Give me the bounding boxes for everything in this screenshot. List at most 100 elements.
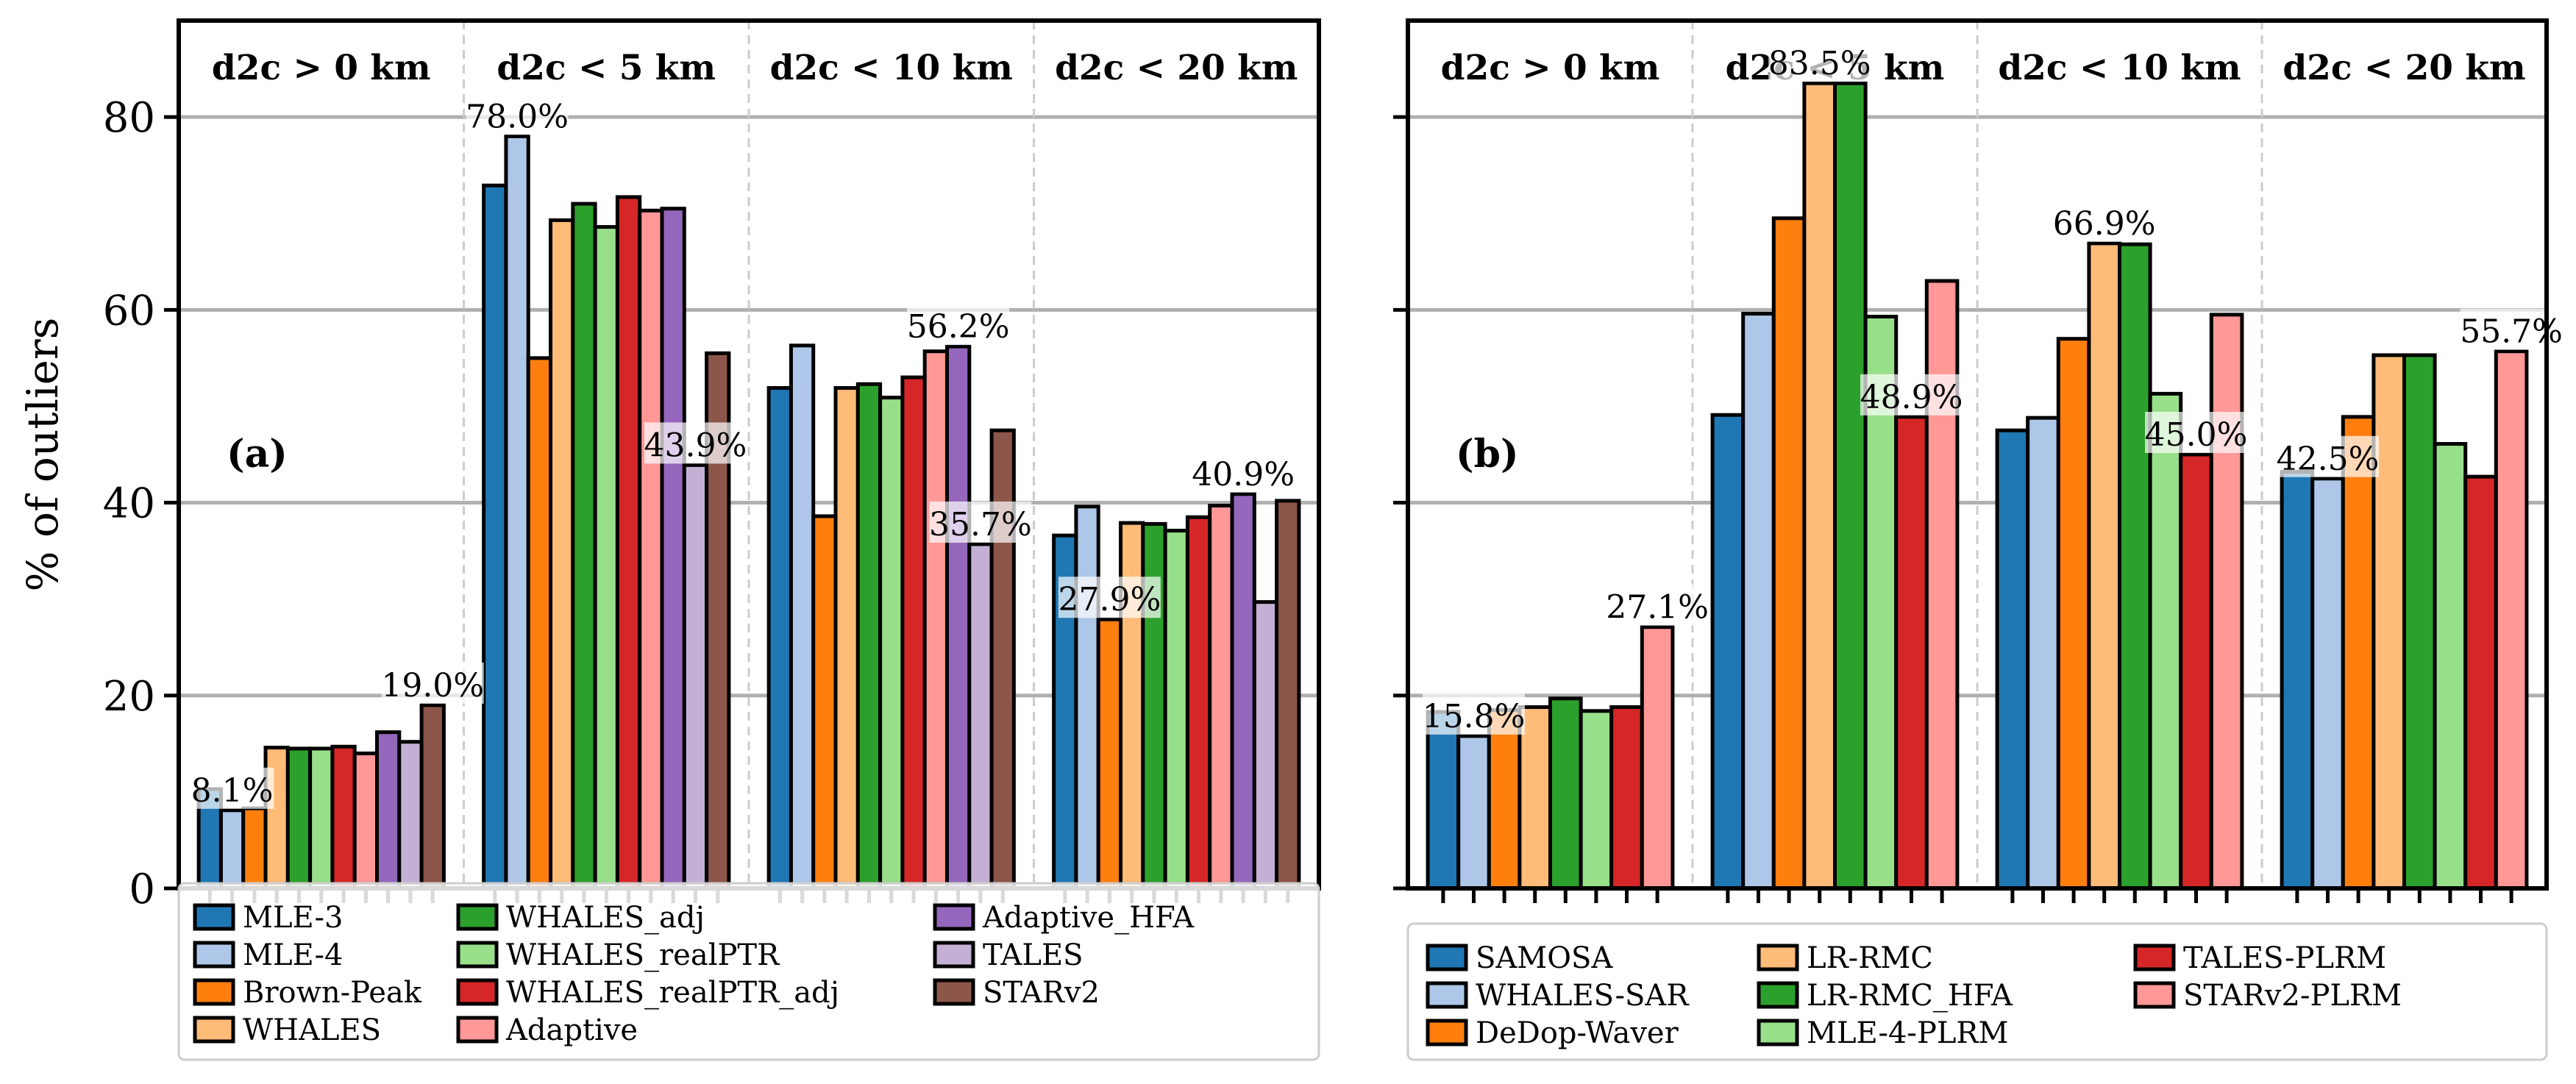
bar [2148, 391, 2183, 891]
legend-label: MLE-4 [243, 938, 343, 972]
bar [308, 746, 335, 891]
legend-label: SAMOSA [1476, 941, 1613, 975]
annotation-label: 48.9% [1860, 379, 1963, 416]
annotation-label: 40.9% [1192, 456, 1295, 493]
group-label: d2c < 10 km [770, 48, 1013, 88]
legend-swatch [456, 1016, 499, 1044]
legend-label: WHALES_realPTR_adj [506, 976, 839, 1010]
bar [2280, 470, 2315, 891]
legend-swatch [1426, 944, 1468, 971]
panel-a: d2c > 0 km d2c < 5 km d2c < 10 km d2c < 20 … [18, 18, 1321, 1061]
legend-swatch [456, 903, 499, 931]
annotation-label: 66.9% [2053, 205, 2156, 243]
bar [682, 463, 709, 891]
bar [833, 386, 860, 891]
annotation-box [907, 304, 1010, 346]
legend-swatch [2133, 944, 2176, 971]
bar [1579, 709, 1614, 891]
legend-swatch [933, 903, 975, 931]
bar [419, 703, 446, 891]
bar [1609, 705, 1644, 891]
bar [2209, 313, 2244, 891]
bar [352, 751, 379, 891]
bar [2087, 241, 2121, 891]
legend-label: MLE-4-PLRM [1807, 1016, 2009, 1050]
legend-label: DeDop-Waver [1476, 1016, 1679, 1050]
bar [2341, 415, 2376, 891]
bar [811, 514, 838, 891]
annotation-box [2276, 435, 2379, 477]
bar [285, 746, 313, 891]
panel-label: (b) [1456, 432, 1519, 477]
plot-frame [1406, 18, 2549, 891]
bar [922, 349, 949, 891]
legend-label: Brown-Peak [243, 976, 422, 1010]
bar [526, 356, 553, 891]
legend-label: STARv2 [983, 976, 1100, 1010]
y-tick-label: 0 [129, 866, 155, 913]
annotation-label: 35.7% [929, 506, 1032, 543]
bar [1252, 600, 1279, 891]
annotation-box [466, 93, 569, 135]
bar [2402, 353, 2437, 891]
bar [2433, 442, 2468, 891]
legend-swatch [193, 1016, 235, 1044]
annotation-label: 8.1% [191, 772, 274, 810]
bar [1802, 81, 1837, 891]
legend-swatch [193, 941, 235, 969]
annotation-box [1422, 693, 1525, 735]
legend-swatch [933, 941, 975, 969]
bar [1995, 428, 2030, 891]
bar [944, 344, 972, 891]
group-label: d2c < 20 km [2283, 48, 2525, 88]
annotation-box [929, 501, 1032, 543]
legend-label: LR-RMC [1807, 941, 1933, 975]
group-label: d2c > 0 km [1441, 48, 1660, 88]
annotation-label: 78.0% [466, 98, 569, 135]
annotation-box [1058, 577, 1161, 618]
bar [967, 542, 994, 891]
legend-label: WHALES-SAR [1476, 979, 1690, 1013]
legend-swatch [1426, 981, 1468, 1009]
bar [1230, 492, 1256, 891]
bar [241, 806, 268, 891]
bar [374, 730, 402, 891]
bar [1208, 503, 1234, 891]
annotation-box [644, 422, 747, 464]
bar [1548, 696, 1583, 891]
bar [638, 208, 664, 891]
annotation-label: 43.9% [644, 427, 747, 464]
bar [766, 386, 793, 891]
bar [1771, 216, 1807, 891]
group-label: d2c < 5 km [497, 48, 716, 88]
bar [1426, 710, 1461, 891]
annotation-box [1192, 451, 1295, 493]
annotation-label: 19.0% [381, 667, 484, 705]
bar [1275, 499, 1301, 891]
legend-label: STARv2-PLRM [2183, 979, 2402, 1013]
legend-swatch [456, 941, 499, 969]
bar [1894, 415, 1929, 891]
bar [1924, 279, 1960, 891]
panel-label: (a) [227, 432, 288, 477]
bar [504, 134, 530, 891]
annotation-box [1606, 584, 1709, 626]
bar [1163, 529, 1189, 891]
bar [2056, 337, 2091, 891]
annotation-label: 83.5% [1768, 45, 1871, 82]
legend-label: Adaptive_HFA [982, 901, 1195, 935]
y-tick-label: 40 [103, 480, 155, 528]
bar [1833, 81, 1868, 891]
bar [1185, 515, 1212, 891]
annotation-box [1860, 374, 1963, 416]
bar [878, 396, 905, 891]
bar [2026, 416, 2060, 891]
bar [2118, 242, 2152, 891]
legend-label: TALES [983, 938, 1084, 972]
legend-label: TALES-PLRM [2183, 941, 2386, 975]
legend-swatch [193, 903, 235, 931]
bar [549, 218, 575, 891]
annotation-label: 27.9% [1058, 581, 1161, 618]
